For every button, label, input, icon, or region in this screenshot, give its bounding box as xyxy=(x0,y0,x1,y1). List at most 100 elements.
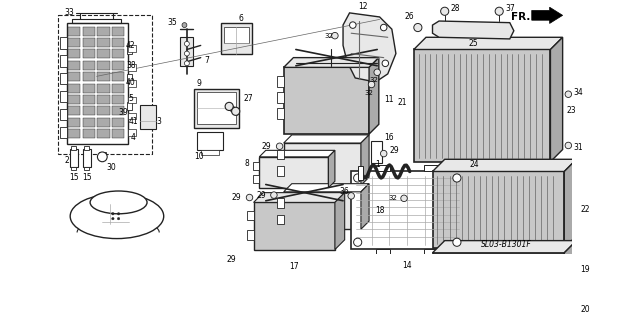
Bar xyxy=(97,61,109,70)
Polygon shape xyxy=(328,150,335,188)
Circle shape xyxy=(276,143,283,149)
Polygon shape xyxy=(284,58,379,67)
Bar xyxy=(247,230,253,240)
Bar xyxy=(284,67,369,134)
Circle shape xyxy=(354,238,362,246)
Bar xyxy=(259,157,328,188)
Bar xyxy=(68,95,81,104)
Text: 24: 24 xyxy=(470,160,479,169)
Bar xyxy=(97,95,109,104)
Bar xyxy=(97,50,109,58)
Polygon shape xyxy=(433,159,577,172)
Bar xyxy=(68,129,81,138)
Bar xyxy=(83,84,95,93)
Bar xyxy=(112,106,124,115)
Bar xyxy=(83,27,95,36)
Text: 36: 36 xyxy=(339,187,349,196)
Polygon shape xyxy=(564,241,577,306)
Bar xyxy=(127,46,132,54)
Circle shape xyxy=(97,152,107,162)
Bar xyxy=(112,61,124,70)
Bar xyxy=(97,118,109,127)
Text: 29: 29 xyxy=(256,191,266,200)
Circle shape xyxy=(271,192,277,198)
Polygon shape xyxy=(259,150,335,157)
Bar xyxy=(414,50,550,162)
Circle shape xyxy=(495,7,503,15)
Bar xyxy=(201,150,219,155)
Bar xyxy=(253,175,259,183)
Bar xyxy=(72,167,76,170)
Polygon shape xyxy=(361,184,369,229)
Text: 26: 26 xyxy=(405,12,415,22)
Bar xyxy=(371,141,382,163)
Text: 32: 32 xyxy=(369,77,378,83)
Bar xyxy=(83,61,95,70)
Bar xyxy=(97,84,109,93)
Text: 6: 6 xyxy=(238,14,243,23)
Bar xyxy=(433,172,564,248)
Bar xyxy=(68,61,81,70)
Circle shape xyxy=(111,212,114,215)
Bar xyxy=(129,113,136,119)
Ellipse shape xyxy=(70,194,164,239)
Bar xyxy=(68,38,81,47)
Circle shape xyxy=(565,91,572,97)
Bar xyxy=(68,84,81,93)
Circle shape xyxy=(184,51,189,56)
Bar xyxy=(198,92,236,124)
Bar xyxy=(424,165,439,172)
Text: 33: 33 xyxy=(65,7,75,17)
Text: 14: 14 xyxy=(403,261,412,270)
Circle shape xyxy=(354,174,362,182)
Text: 28: 28 xyxy=(451,4,460,13)
Circle shape xyxy=(184,41,189,46)
Bar xyxy=(70,149,78,167)
Bar xyxy=(83,95,95,104)
Circle shape xyxy=(348,193,355,199)
Circle shape xyxy=(440,7,449,15)
Bar xyxy=(97,27,109,36)
Bar xyxy=(60,37,67,49)
Text: 8: 8 xyxy=(244,159,250,168)
Bar xyxy=(277,149,284,159)
Text: 16: 16 xyxy=(384,133,394,142)
Text: 21: 21 xyxy=(398,98,407,107)
Bar xyxy=(83,38,95,47)
Bar xyxy=(97,129,109,138)
Polygon shape xyxy=(284,135,369,143)
Bar xyxy=(60,91,67,102)
Bar xyxy=(376,249,390,255)
Circle shape xyxy=(453,238,461,246)
Circle shape xyxy=(401,195,407,202)
Text: 42: 42 xyxy=(126,41,136,50)
Text: 3: 3 xyxy=(156,117,161,125)
Bar xyxy=(277,198,284,208)
Circle shape xyxy=(414,23,422,32)
Text: 19: 19 xyxy=(580,265,590,274)
Circle shape xyxy=(565,142,572,149)
Text: 1: 1 xyxy=(376,160,380,169)
Bar xyxy=(221,23,252,54)
Bar xyxy=(68,27,81,36)
Text: 32: 32 xyxy=(324,33,333,39)
Text: 22: 22 xyxy=(580,205,590,214)
Text: 31: 31 xyxy=(573,143,583,152)
Bar xyxy=(112,118,124,127)
Bar xyxy=(376,165,390,172)
Bar xyxy=(84,146,90,149)
Bar xyxy=(83,72,95,81)
Text: 27: 27 xyxy=(243,94,253,103)
Circle shape xyxy=(380,150,387,157)
Bar xyxy=(68,118,81,127)
Polygon shape xyxy=(433,21,514,39)
Text: 37: 37 xyxy=(506,4,515,13)
Bar xyxy=(129,46,136,52)
Text: 17: 17 xyxy=(289,262,299,271)
Text: 23: 23 xyxy=(566,106,577,115)
Text: 15: 15 xyxy=(69,173,79,182)
Bar xyxy=(60,55,67,66)
Bar xyxy=(84,167,90,170)
Bar xyxy=(196,133,223,150)
Bar xyxy=(60,127,67,138)
